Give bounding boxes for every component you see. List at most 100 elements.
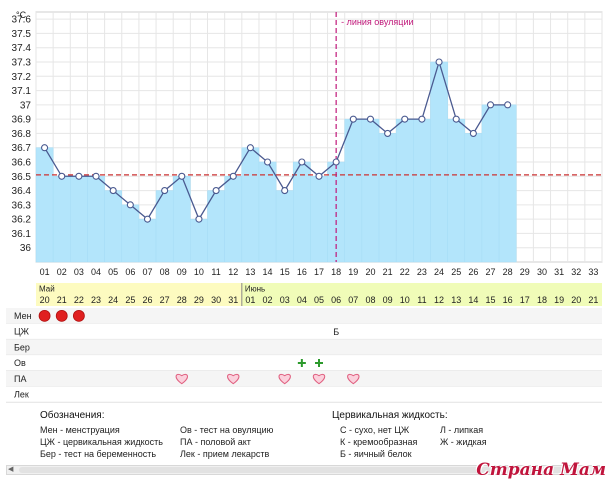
temperature-point — [109, 187, 117, 195]
calendar-date-label: 08 — [365, 295, 375, 305]
temperature-point — [401, 115, 409, 123]
intercourse-heart-icon — [278, 373, 291, 385]
cycle-day-label: 19 — [348, 267, 358, 277]
annotation-row — [6, 308, 602, 324]
annotation-row-label: Лек — [14, 390, 29, 400]
cycle-day-label: 03 — [74, 267, 84, 277]
y-tick-label: 36.5 — [12, 172, 32, 183]
y-tick-label: 37.5 — [12, 29, 32, 40]
y-tick-label: 36.8 — [12, 129, 32, 140]
calendar-date-label: 15 — [486, 295, 496, 305]
calendar-date-label: 16 — [503, 295, 513, 305]
calendar-date-label: 20 — [571, 295, 581, 305]
menstruation-dot-icon — [55, 309, 68, 322]
calendar-date-label: 29 — [194, 295, 204, 305]
temperature-point — [195, 215, 203, 223]
horizontal-scrollbar[interactable]: ◀ — [6, 465, 600, 475]
y-tick-label: 37.4 — [12, 43, 32, 54]
calendar-date-label: 24 — [108, 295, 118, 305]
y-tick-label: 37.3 — [12, 58, 32, 69]
calendar-date-label: 09 — [383, 295, 393, 305]
temperature-point — [332, 158, 340, 166]
y-axis-unit-label: °C — [16, 10, 27, 20]
temperature-bar — [121, 204, 140, 263]
temperature-bar — [464, 133, 483, 263]
cycle-day-label: 04 — [91, 267, 101, 277]
legend-item: Лек - прием лекарств — [180, 449, 270, 459]
cervical-fluid-mark: Б — [333, 327, 339, 337]
calendar-date-label: 19 — [554, 295, 564, 305]
temperature-point — [126, 201, 134, 209]
temperature-point — [246, 144, 254, 152]
temperature-bar — [190, 218, 208, 263]
temperature-point — [298, 158, 306, 166]
cycle-day-label: 24 — [434, 267, 444, 277]
cycle-day-label: 33 — [588, 267, 598, 277]
temperature-point — [349, 115, 357, 123]
calendar-date-label: 06 — [331, 295, 341, 305]
temperature-bar — [395, 118, 414, 263]
temperature-bar — [413, 118, 431, 263]
temperature-point — [212, 187, 220, 195]
cycle-day-label: 08 — [160, 267, 170, 277]
cycle-day-label: 12 — [228, 267, 238, 277]
temperature-bar — [87, 176, 105, 263]
temperature-bar — [138, 218, 157, 263]
annotation-row — [6, 370, 602, 387]
calendar-date-label: 04 — [297, 295, 307, 305]
temperature-bar — [35, 147, 54, 263]
temperature-bar — [258, 161, 277, 263]
legend-item: Ов - тест на овуляцию — [180, 425, 274, 435]
temperature-point — [469, 129, 477, 137]
calendar-date-label: 31 — [228, 295, 238, 305]
intercourse-heart-icon — [347, 373, 360, 385]
calendar-date-label: 26 — [142, 295, 152, 305]
cycle-day-label: 05 — [108, 267, 118, 277]
y-tick-label: 36.4 — [12, 186, 32, 197]
calendar-date-label: 27 — [160, 295, 170, 305]
legend-item: Бер - тест на беременность — [40, 449, 157, 459]
cervical-fluid-legend-title: Цервикальная жидкость: — [332, 410, 448, 421]
scroll-left-arrow-icon[interactable]: ◀ — [8, 466, 14, 473]
temperature-point — [41, 144, 49, 152]
y-tick-label: 36.3 — [12, 200, 32, 211]
cycle-day-label: 20 — [365, 267, 375, 277]
temperature-point — [178, 172, 186, 180]
calendar-date-label: 21 — [588, 295, 598, 305]
cycle-day-label: 02 — [57, 267, 67, 277]
y-tick-label: 36.1 — [12, 229, 32, 240]
legend-item: Л - липкая — [440, 425, 484, 435]
cycle-day-label: 16 — [297, 267, 307, 277]
y-tick-label: 36 — [20, 243, 32, 254]
cycle-day-label: 11 — [211, 267, 220, 277]
legend-title: Обозначения: — [40, 410, 105, 421]
y-tick-label: 37.2 — [12, 72, 32, 83]
scroll-thumb[interactable] — [19, 467, 579, 473]
temperature-bar — [241, 147, 260, 263]
calendar-date-label: 28 — [177, 295, 187, 305]
calendar-date-label: 22 — [74, 295, 84, 305]
temperature-point — [58, 172, 66, 180]
temperature-bar — [52, 176, 71, 263]
legend-item: Мен - менструация — [40, 425, 120, 435]
annotation-row — [6, 323, 602, 340]
cycle-day-label: 17 — [314, 267, 324, 277]
cycle-day-label: 22 — [400, 267, 410, 277]
month-label: Май — [39, 285, 55, 294]
cycle-day-label: 14 — [263, 267, 273, 277]
cycle-day-label: 29 — [520, 267, 530, 277]
cycle-day-label: 07 — [142, 267, 152, 277]
temperature-bar — [378, 133, 397, 263]
temperature-point — [418, 115, 426, 123]
y-tick-label: 36.2 — [12, 215, 32, 226]
calendar-date-label: 05 — [314, 295, 324, 305]
legend-item: ПА - половой акт — [180, 437, 251, 447]
temperature-bar — [70, 176, 88, 263]
annotation-row — [6, 386, 602, 403]
cycle-day-label: 13 — [245, 267, 255, 277]
legend-item: К - кремообразная — [340, 437, 418, 447]
temperature-point — [143, 215, 152, 223]
temperature-bar — [104, 190, 123, 263]
temperature-bar — [275, 190, 294, 263]
